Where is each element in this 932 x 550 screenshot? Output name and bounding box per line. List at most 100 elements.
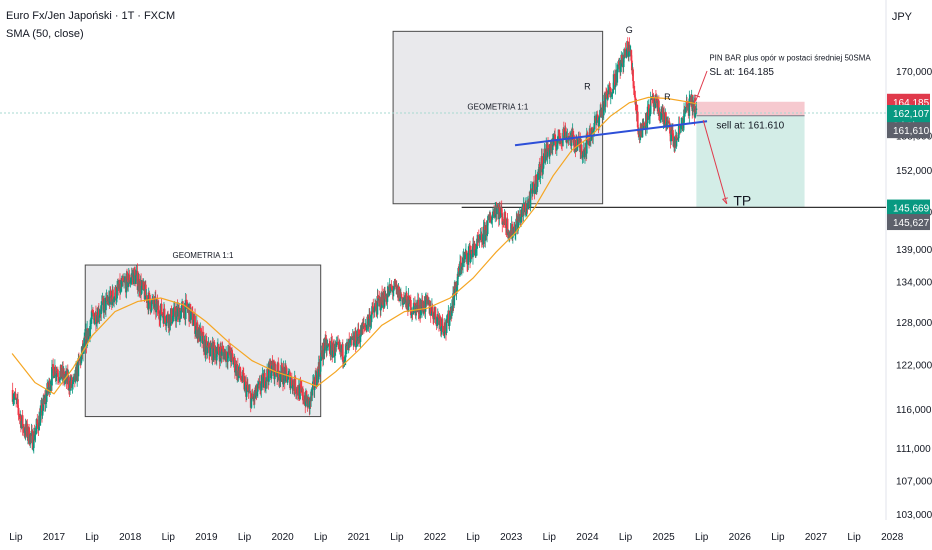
candle-up: [462, 257, 464, 267]
candle-up: [604, 93, 607, 107]
candle-up: [77, 358, 80, 377]
candle-up: [150, 310, 152, 312]
candle-up: [87, 330, 90, 340]
candle-up: [317, 362, 320, 380]
candle-down: [269, 364, 272, 379]
candle-down: [277, 370, 280, 381]
x-tick-label: Lip: [9, 532, 23, 543]
candle-down: [400, 293, 403, 298]
candle-down: [613, 74, 616, 88]
candle-down: [266, 369, 269, 376]
candle-down: [114, 287, 117, 301]
candle-down: [271, 360, 274, 366]
y-tick-label: 111,000: [896, 444, 931, 455]
candle-down: [63, 371, 66, 381]
candle-up: [584, 150, 586, 158]
candle-down: [439, 320, 442, 331]
candle-up: [438, 318, 441, 325]
candle-down: [163, 308, 166, 317]
candle-up: [64, 375, 67, 379]
candle-down: [263, 372, 266, 388]
candle-down: [432, 311, 434, 319]
candle-up: [646, 106, 649, 124]
candle-up: [201, 332, 204, 343]
candle-up: [100, 301, 103, 306]
candle-down: [647, 104, 650, 119]
candle-up: [543, 153, 545, 164]
candle-down: [363, 323, 365, 327]
candle-down: [605, 93, 607, 95]
candle-down: [437, 314, 440, 318]
candle-up: [59, 371, 62, 380]
candle-down: [213, 342, 216, 349]
x-tick-label: Lip: [85, 532, 99, 543]
candle-up: [639, 134, 641, 137]
candle-down: [587, 140, 590, 145]
candle-up: [606, 90, 609, 100]
candle-up: [172, 315, 175, 317]
y-tick-label: 122,000: [896, 360, 932, 371]
candle-up: [424, 296, 427, 312]
candle-down: [56, 373, 59, 377]
candle-up: [250, 397, 253, 408]
candle-up: [388, 287, 391, 296]
candle-up: [683, 109, 685, 123]
candle-up: [373, 307, 376, 313]
candle-down: [149, 302, 152, 311]
candle-up: [226, 352, 229, 362]
candle-down: [636, 111, 639, 128]
candle-down: [630, 60, 633, 71]
y-tick-label: 139,000: [896, 245, 932, 256]
candle-up: [467, 251, 470, 253]
candle-down: [423, 301, 426, 312]
candle-down: [164, 316, 167, 323]
x-tick-label: 2025: [652, 532, 675, 543]
price-badge-label: 145,669: [893, 204, 930, 215]
candle-up: [365, 325, 368, 331]
candle-up: [677, 124, 680, 139]
candle-up: [34, 431, 37, 436]
candle-up: [487, 216, 490, 221]
candle-down: [659, 112, 661, 122]
candle-up: [460, 264, 463, 270]
candle-up: [74, 369, 77, 382]
candle-up: [646, 123, 649, 127]
candle-down: [341, 344, 344, 362]
candle-up: [29, 434, 32, 445]
candle-down: [234, 358, 236, 373]
candle-down: [379, 298, 382, 311]
candle-up: [32, 431, 35, 448]
candle-down: [241, 380, 243, 382]
candle-down: [632, 81, 635, 86]
y-tick-label: 152,000: [896, 166, 932, 177]
candle-up: [98, 315, 101, 318]
candle-down: [58, 378, 60, 381]
candle-down: [251, 393, 254, 399]
candle-down: [638, 130, 641, 137]
candle-down: [385, 301, 388, 303]
candle-up: [82, 344, 84, 354]
candle-down: [54, 366, 57, 377]
candle-up: [378, 298, 381, 301]
x-tick-label: 2026: [729, 532, 752, 543]
candle-up: [49, 384, 52, 388]
indicator-legend[interactable]: SMA (50, close): [6, 28, 84, 40]
candle-down: [541, 156, 544, 173]
candle-down: [144, 284, 147, 296]
candle-up: [541, 168, 544, 173]
candle-up: [35, 426, 38, 432]
candle-down: [391, 287, 393, 289]
currency-label: JPY: [891, 11, 912, 23]
candle-up: [129, 280, 132, 283]
candle-up: [324, 337, 327, 349]
candle-up: [539, 167, 542, 179]
candle-down: [148, 292, 151, 295]
candle-down: [242, 374, 245, 377]
candle-up: [467, 252, 470, 265]
candle-down: [52, 369, 55, 378]
candle-down: [48, 380, 51, 393]
candle-down: [170, 308, 173, 324]
candle-down: [122, 281, 125, 283]
candle-down: [624, 49, 627, 54]
